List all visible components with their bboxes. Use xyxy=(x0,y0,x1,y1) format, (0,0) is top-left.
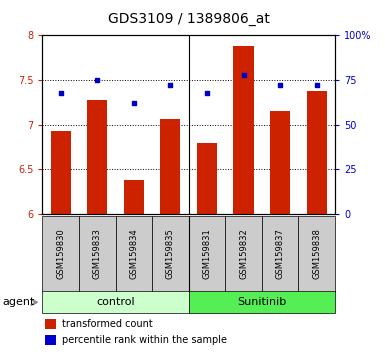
Bar xyxy=(50,131,71,214)
Bar xyxy=(45,319,56,329)
Bar xyxy=(306,91,327,214)
Text: GSM159835: GSM159835 xyxy=(166,229,175,279)
Text: agent: agent xyxy=(2,297,34,307)
Bar xyxy=(197,143,217,214)
FancyBboxPatch shape xyxy=(79,216,116,292)
Text: GSM159838: GSM159838 xyxy=(312,229,321,279)
Text: GSM159831: GSM159831 xyxy=(203,229,211,279)
Point xyxy=(58,90,64,96)
Point xyxy=(277,82,283,88)
Text: GSM159833: GSM159833 xyxy=(93,229,102,279)
Point xyxy=(94,77,100,83)
FancyBboxPatch shape xyxy=(189,291,335,313)
Point xyxy=(167,82,173,88)
FancyBboxPatch shape xyxy=(116,216,152,292)
FancyBboxPatch shape xyxy=(262,216,298,292)
Text: GDS3109 / 1389806_at: GDS3109 / 1389806_at xyxy=(108,12,270,27)
Text: percentile rank within the sample: percentile rank within the sample xyxy=(62,335,227,345)
Text: GSM159837: GSM159837 xyxy=(276,229,285,279)
Text: Sunitinib: Sunitinib xyxy=(237,297,286,307)
Text: GSM159834: GSM159834 xyxy=(129,229,138,279)
FancyBboxPatch shape xyxy=(42,216,79,292)
Point xyxy=(240,72,246,78)
Point xyxy=(131,101,137,106)
Point xyxy=(313,82,320,88)
FancyBboxPatch shape xyxy=(189,216,225,292)
Text: GSM159830: GSM159830 xyxy=(56,229,65,279)
FancyBboxPatch shape xyxy=(152,216,189,292)
Text: control: control xyxy=(96,297,135,307)
Bar xyxy=(160,119,181,214)
Point xyxy=(204,90,210,96)
Bar xyxy=(270,112,290,214)
Text: GSM159832: GSM159832 xyxy=(239,229,248,279)
Bar xyxy=(87,100,107,214)
FancyBboxPatch shape xyxy=(42,291,189,313)
Bar xyxy=(233,46,254,214)
Bar xyxy=(124,180,144,214)
Bar xyxy=(45,335,56,345)
FancyBboxPatch shape xyxy=(225,216,262,292)
Text: transformed count: transformed count xyxy=(62,319,152,329)
FancyBboxPatch shape xyxy=(298,216,335,292)
